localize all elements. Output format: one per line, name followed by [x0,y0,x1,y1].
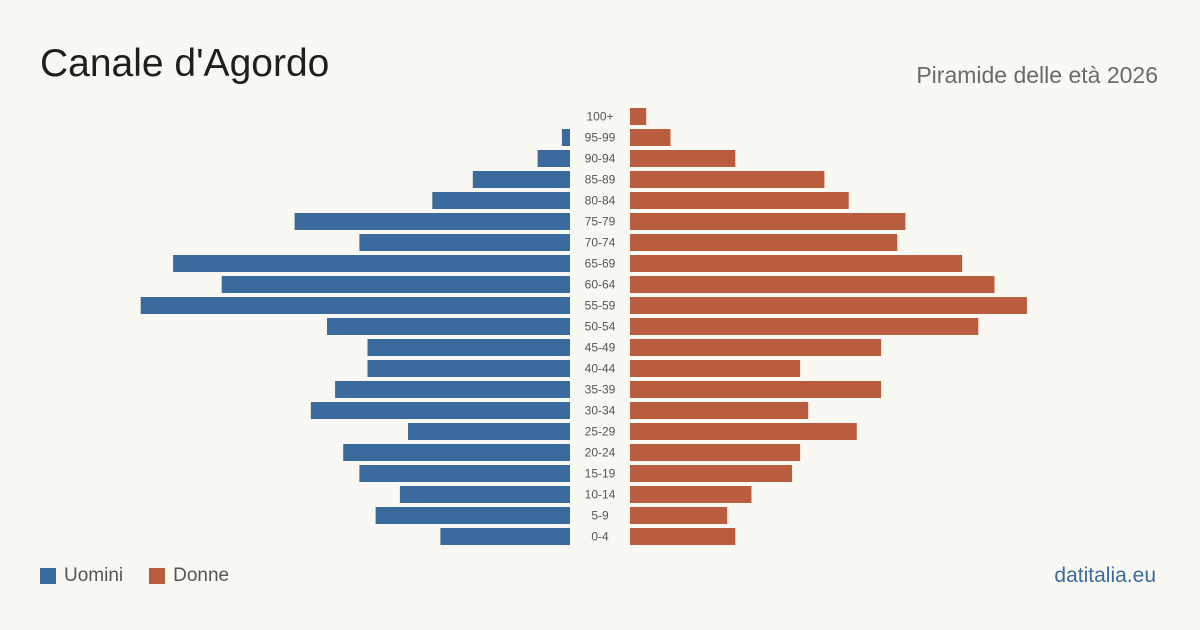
legend-item-women: Donne [149,565,229,587]
age-label-90-94: 90-94 [585,152,616,166]
legend-women-label: Donne [173,565,230,586]
age-label-5-9: 5-9 [591,509,609,523]
bar-men-50-54 [327,318,570,335]
bar-men-5-9 [375,507,570,524]
age-label-25-29: 25-29 [585,425,616,439]
bar-men-30-34 [310,402,570,419]
bar-women-75-79 [630,213,906,230]
bar-women-30-34 [630,402,809,419]
bar-men-35-39 [335,381,570,398]
bar-men-70-74 [359,234,570,251]
bar-women-50-54 [630,318,979,335]
chart-subtitle: Piramide delle età 2026 [916,62,1158,88]
age-label-60-64: 60-64 [585,278,616,292]
bar-men-20-24 [343,444,570,461]
age-label-10-14: 10-14 [585,488,616,502]
legend: Uomini Donne [40,565,255,587]
bar-men-80-84 [432,192,570,209]
bar-women-10-14 [630,486,752,503]
bar-men-55-59 [140,297,570,314]
bar-women-35-39 [630,381,882,398]
bar-women-95-99 [630,129,671,146]
bar-men-75-79 [294,213,570,230]
legend-men-label: Uomini [64,565,124,586]
age-label-15-19: 15-19 [585,467,616,481]
bar-women-65-69 [630,255,963,272]
bar-men-40-44 [367,360,570,377]
bar-women-25-29 [630,423,857,440]
age-label-85-89: 85-89 [585,173,616,187]
age-label-35-39: 35-39 [585,383,616,397]
age-label-20-24: 20-24 [585,446,616,460]
bar-men-45-49 [367,339,570,356]
source-link[interactable]: datitalia.eu [1054,564,1156,587]
page-title: Canale d'Agordo [40,42,330,85]
bar-women-45-49 [630,339,882,356]
men-swatch [40,568,56,584]
bar-women-100plus [630,108,647,125]
bar-women-15-19 [630,465,792,482]
age-label-55-59: 55-59 [585,299,616,313]
bar-men-60-64 [221,276,570,293]
bar-women-5-9 [630,507,728,524]
bar-men-0-4 [440,528,570,545]
age-label-100plus: 100+ [586,110,613,124]
bar-women-55-59 [630,297,1027,314]
bar-men-10-14 [399,486,570,503]
bar-women-0-4 [630,528,736,545]
bar-men-25-29 [408,423,570,440]
bar-men-95-99 [561,129,570,146]
bar-men-65-69 [173,255,570,272]
age-label-75-79: 75-79 [585,215,616,229]
bar-men-90-94 [537,150,570,167]
bar-women-70-74 [630,234,898,251]
bar-women-40-44 [630,360,801,377]
age-label-80-84: 80-84 [585,194,616,208]
age-label-45-49: 45-49 [585,341,616,355]
age-label-65-69: 65-69 [585,257,616,271]
bar-women-60-64 [630,276,995,293]
women-swatch [149,568,166,584]
age-label-70-74: 70-74 [585,236,616,250]
legend-item-men: Uomini [40,565,123,587]
bar-women-85-89 [630,171,825,188]
bar-women-90-94 [630,150,736,167]
age-label-50-54: 50-54 [585,320,616,334]
bar-men-85-89 [472,171,570,188]
bar-women-80-84 [630,192,849,209]
age-label-30-34: 30-34 [585,404,616,418]
bar-men-15-19 [359,465,570,482]
bar-women-20-24 [630,444,801,461]
age-label-0-4: 0-4 [591,530,609,544]
age-label-40-44: 40-44 [585,362,616,376]
age-label-95-99: 95-99 [585,131,616,145]
